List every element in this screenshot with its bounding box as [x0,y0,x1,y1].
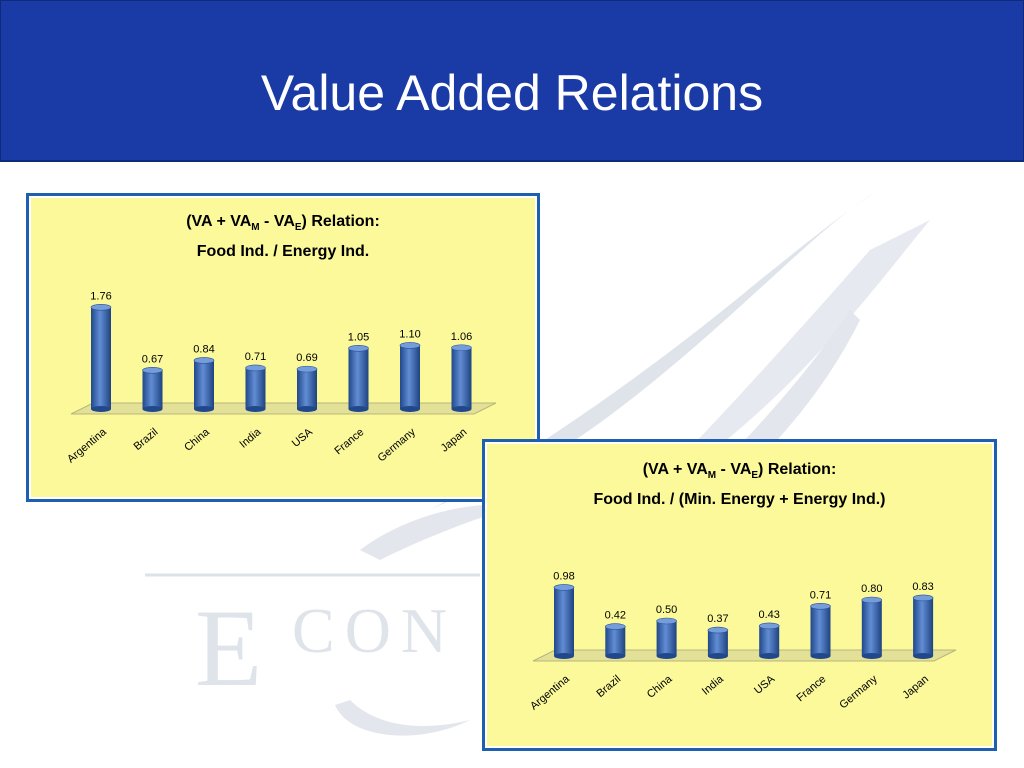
x-tick-label: China [645,673,675,701]
data-label: 0.69 [296,352,317,364]
title-bar: Value Added Relations [0,0,1024,162]
data-label: 1.76 [90,290,111,302]
data-label: 0.43 [758,609,779,621]
x-tick-label: Germany [837,673,880,712]
x-tick-label: Brazil [594,673,623,700]
x-tick-label: Argentina [65,426,109,466]
chart-title: (VA + VAM - VAE) Relation: Food Ind. / (… [593,461,886,509]
data-label: 0.71 [810,589,831,601]
bar-germany [399,342,421,412]
x-tick-label: France [332,426,366,457]
data-label: 0.37 [707,613,728,625]
chart-panel-food-min-energy: (VA + VAM - VAE) Relation: Food Ind. / (… [482,439,997,751]
bar-france [348,345,369,412]
bar-argentina [553,584,575,659]
bar-india [707,626,729,659]
slide-title: Value Added Relations [260,65,764,121]
x-tick-label: USA [290,426,316,450]
x-tick-label: Japan [439,426,470,454]
data-label: 0.98 [553,570,574,582]
data-label: 0.80 [861,583,882,595]
chart-title: (VA + VAM - VAE) Relation: Food Ind. / E… [186,213,380,261]
bar-argentina [90,304,112,412]
watermark-logo: E CON [145,190,930,736]
bar-usa [296,365,318,412]
bar-japan [912,594,934,659]
bar-china [193,357,215,412]
bar-germany [861,596,883,659]
data-label: 1.05 [348,331,369,343]
data-label: 0.83 [912,581,933,593]
bar-chart: 0.98 Argentina 0.42 Brazil 0.50 China 0.37 Indi… [528,570,957,713]
watermark-letter-e: E [195,587,262,709]
x-tick-label: Brazil [132,426,161,453]
watermark-letters-con: CON [292,595,457,666]
x-tick-label: USA [752,673,778,697]
bar-india [245,364,266,412]
bar-usa [758,622,780,659]
bar-china [656,617,677,659]
x-tick-label: China [182,426,212,454]
bar-brazil [605,623,626,659]
x-tick-label: India [700,673,727,698]
data-label: 1.10 [399,328,420,340]
data-label: 1.06 [451,331,472,343]
chart-floor [70,402,497,415]
chart-panel-food-energy: (VA + VAM - VAE) Relation: Food Ind. / E… [26,193,540,502]
x-tick-label: Germany [376,426,419,465]
bar-chart: 1.76 Argentina 0.67 Brazil 0.84 China 0.71 Indi… [65,290,497,466]
x-tick-label: India [237,426,264,451]
data-label: 0.84 [193,343,214,355]
x-tick-label: France [794,673,828,704]
bar-france [810,603,831,659]
x-tick-label: Japan [900,673,931,701]
data-label: 0.71 [245,351,266,363]
chart-floor [532,649,957,662]
bar-japan [451,344,472,412]
x-tick-label: Argentina [528,673,572,713]
data-label: 0.42 [605,610,626,622]
data-label: 0.67 [142,353,163,365]
data-label: 0.50 [656,604,677,616]
bar-brazil [142,366,163,412]
